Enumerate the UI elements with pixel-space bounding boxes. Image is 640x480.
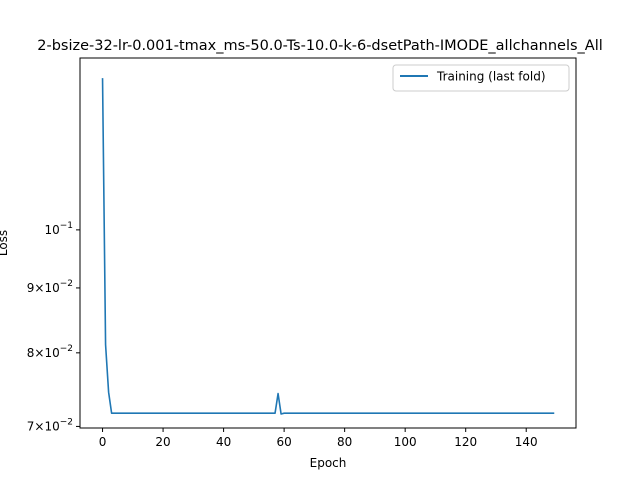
- x-axis-label: Epoch: [310, 456, 347, 470]
- y-tick-base: 8×10: [27, 346, 60, 360]
- y-tick-label: 7×10−2: [27, 417, 73, 433]
- y-tick-exponent: −1: [60, 221, 73, 231]
- legend-box: [392, 64, 570, 92]
- x-tick-label: 140: [515, 435, 538, 449]
- chart-title: 2-bsize-32-lr-0.001-tmax_ms-50.0-Ts-10.0…: [37, 38, 603, 54]
- x-tick-label: 0: [99, 435, 107, 449]
- y-tick-exponent: −2: [60, 344, 73, 354]
- x-tick-label: 80: [337, 435, 352, 449]
- x-axis-ticks: 0 20 40 60 80 100 120 140: [99, 428, 538, 449]
- y-tick-base: 9×10: [27, 281, 60, 295]
- legend-label-training: Training (last fold): [436, 70, 546, 84]
- y-tick-label: 10−1: [44, 221, 73, 237]
- y-tick-base: 10: [44, 223, 59, 237]
- y-axis-ticks: 7×10−28×10−29×10−210−1: [27, 221, 80, 433]
- x-tick-label: 60: [276, 435, 291, 449]
- x-tick-label: 40: [216, 435, 231, 449]
- y-tick-exponent: −2: [60, 279, 73, 289]
- series-line-training: [101, 78, 555, 415]
- y-tick-exponent: −2: [60, 417, 73, 427]
- series-layer: [101, 78, 555, 415]
- y-tick-base: 7×10: [27, 419, 60, 433]
- x-tick-label: 120: [454, 435, 477, 449]
- y-tick-label: 8×10−2: [27, 344, 73, 360]
- y-axis-label: Loss: [0, 230, 10, 256]
- plot-area: [80, 58, 576, 428]
- y-tick-label: 9×10−2: [27, 279, 73, 295]
- x-tick-label: 20: [155, 435, 170, 449]
- x-tick-label: 100: [394, 435, 417, 449]
- plot-frame: [79, 57, 577, 429]
- legend: Training (last fold): [392, 64, 570, 92]
